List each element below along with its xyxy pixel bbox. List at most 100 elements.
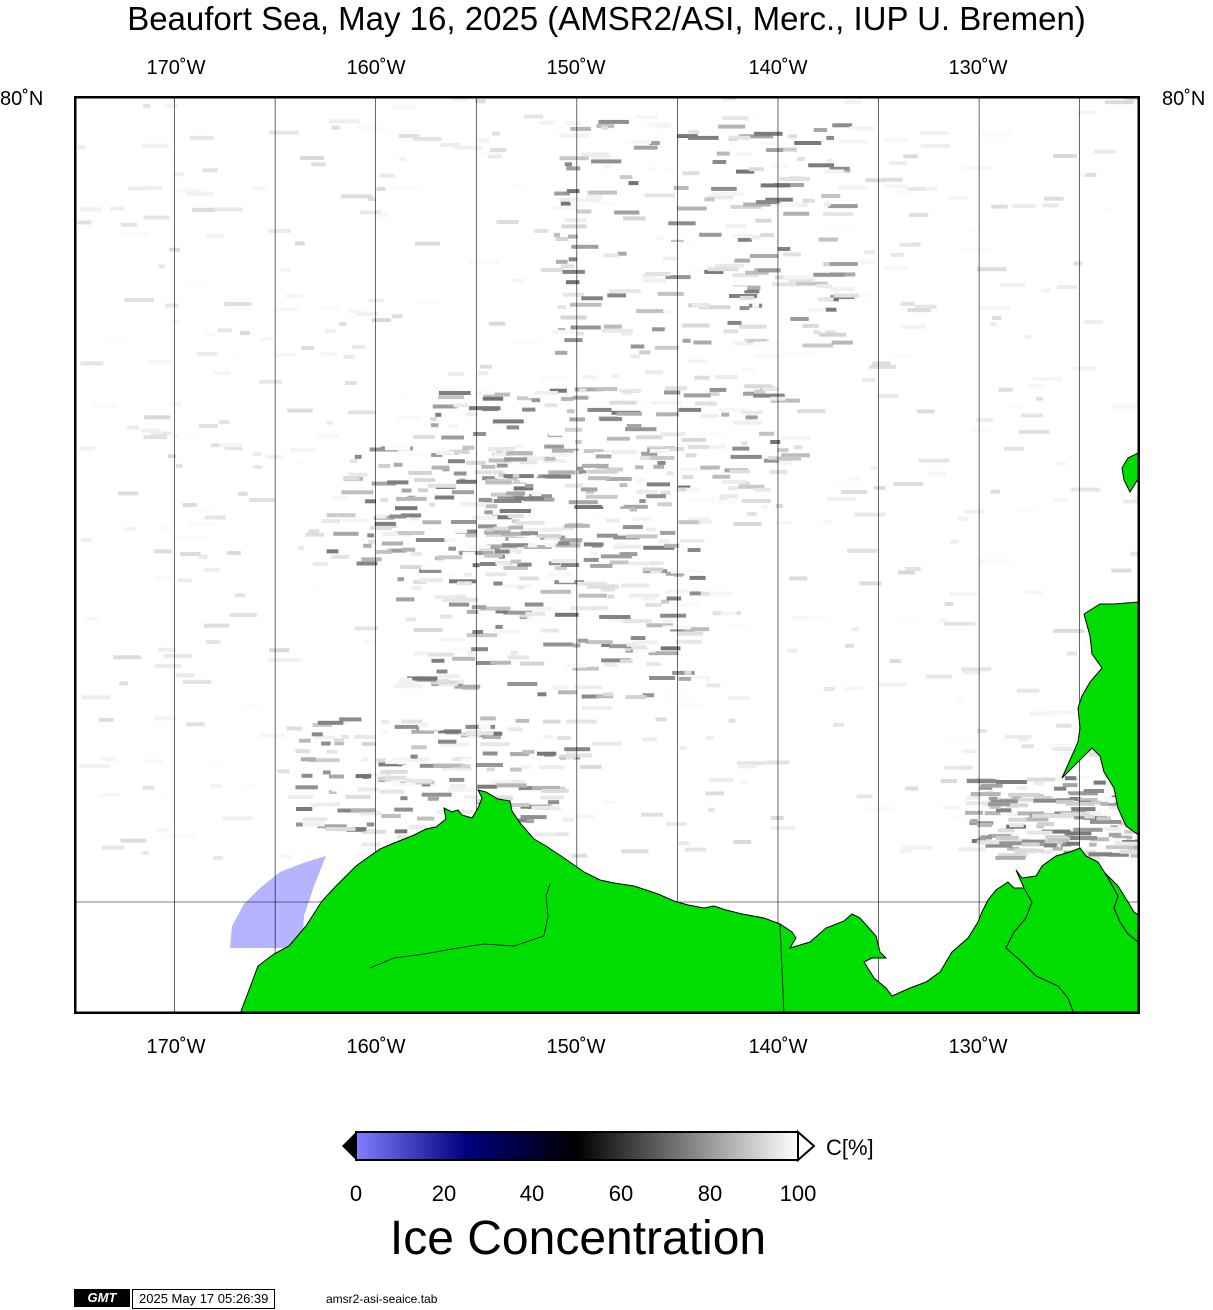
ice-cell (760, 183, 791, 188)
ice-cell (566, 750, 577, 755)
ice-cell (656, 412, 679, 417)
ice-cell (120, 838, 147, 843)
ice-cell (664, 543, 680, 548)
ice-cell (726, 623, 749, 628)
ice-cell (574, 387, 602, 392)
ice-cell (378, 762, 403, 767)
ice-cell (419, 569, 442, 573)
ice-cell (667, 242, 692, 246)
ice-cell (603, 253, 619, 258)
ice-cell (699, 232, 722, 237)
ice-cell (761, 505, 768, 510)
ice-cell (738, 764, 756, 769)
ice-cell (664, 386, 687, 391)
ice-cell (506, 451, 533, 456)
ice-cell (586, 584, 619, 589)
ice-cell (337, 808, 362, 813)
ice-cell (242, 216, 252, 221)
ice-cell (341, 490, 374, 495)
ice-cell (365, 772, 384, 777)
ice-cell (380, 498, 389, 503)
ice-cell (762, 387, 779, 392)
ice-cell (1041, 849, 1053, 854)
ice-cell (990, 800, 1018, 805)
ice-cell (507, 655, 529, 660)
ice-cell (1083, 310, 1093, 315)
ice-cell (450, 520, 477, 524)
ice-cell (409, 516, 420, 521)
ice-cell (381, 541, 404, 546)
ice-cell (605, 518, 620, 523)
ice-cell (386, 222, 395, 227)
ice-cell (664, 166, 675, 171)
ice-cell (1047, 838, 1069, 843)
ice-cell (745, 415, 758, 420)
ice-cell (145, 759, 163, 764)
ice-cell (524, 602, 544, 607)
ice-cell (532, 785, 561, 790)
ice-cell (143, 215, 170, 220)
ice-cell (817, 297, 834, 302)
ice-cell (677, 631, 704, 636)
ice-cell (484, 530, 511, 535)
ice-cell (772, 282, 798, 287)
ice-cell (1051, 814, 1078, 819)
ice-cell (1074, 815, 1094, 820)
ice-cell (711, 186, 737, 191)
ice-cell (647, 167, 658, 172)
colorbar-tick-80: 80 (697, 1181, 723, 1206)
ice-cell (1119, 849, 1140, 854)
colorbar-under-triangle (342, 1132, 356, 1160)
ice-cell (1123, 499, 1140, 504)
ice-cell (230, 118, 253, 123)
ice-cell (657, 502, 672, 507)
ice-cell (219, 443, 242, 447)
ice-cell (417, 488, 428, 493)
ice-cell (779, 147, 797, 152)
ice-cell (438, 395, 464, 400)
colorbar-unit: C[%] (826, 1135, 874, 1160)
ice-cell (347, 410, 376, 415)
ice-cell (448, 647, 472, 652)
ice-cell (607, 594, 615, 599)
ice-cell (542, 788, 569, 793)
map-panel[interactable] (74, 96, 1140, 1014)
ice-cell (368, 298, 384, 303)
ice-cell (449, 784, 466, 789)
ice-cell (301, 346, 314, 350)
ice-cell (907, 308, 931, 313)
ice-cell (449, 449, 470, 454)
ice-cell (944, 765, 967, 770)
ice-cell (413, 651, 436, 656)
ice-cell (668, 221, 696, 226)
ice-cell (561, 224, 587, 229)
ice-cell (510, 752, 529, 757)
ice-cell (721, 412, 730, 417)
ice-cell (940, 779, 957, 784)
ice-cell (693, 268, 703, 273)
ice-cell (543, 719, 561, 724)
ice-cell (648, 651, 679, 656)
ice-cell (630, 344, 645, 349)
ice-cell (78, 764, 111, 769)
ice-cell (1089, 842, 1097, 847)
ice-cell (1004, 734, 1032, 739)
ice-cell (743, 202, 771, 207)
ice-cell (833, 722, 844, 727)
ice-cell (765, 197, 793, 202)
ice-cell (544, 527, 562, 532)
ice-cell (605, 477, 632, 481)
ice-cell (310, 802, 333, 807)
ice-cell (655, 717, 667, 722)
ice-cell (989, 804, 1001, 809)
ice-cell (877, 682, 907, 687)
ice-cell (559, 133, 590, 138)
ice-cell (684, 847, 706, 852)
ice-cell (919, 131, 949, 135)
ice-cell (914, 304, 937, 309)
ice-cell (752, 303, 759, 308)
ice-cell (185, 751, 213, 756)
ice-cell (361, 557, 382, 562)
ice-cell (1071, 366, 1096, 371)
ice-cell (226, 550, 241, 555)
